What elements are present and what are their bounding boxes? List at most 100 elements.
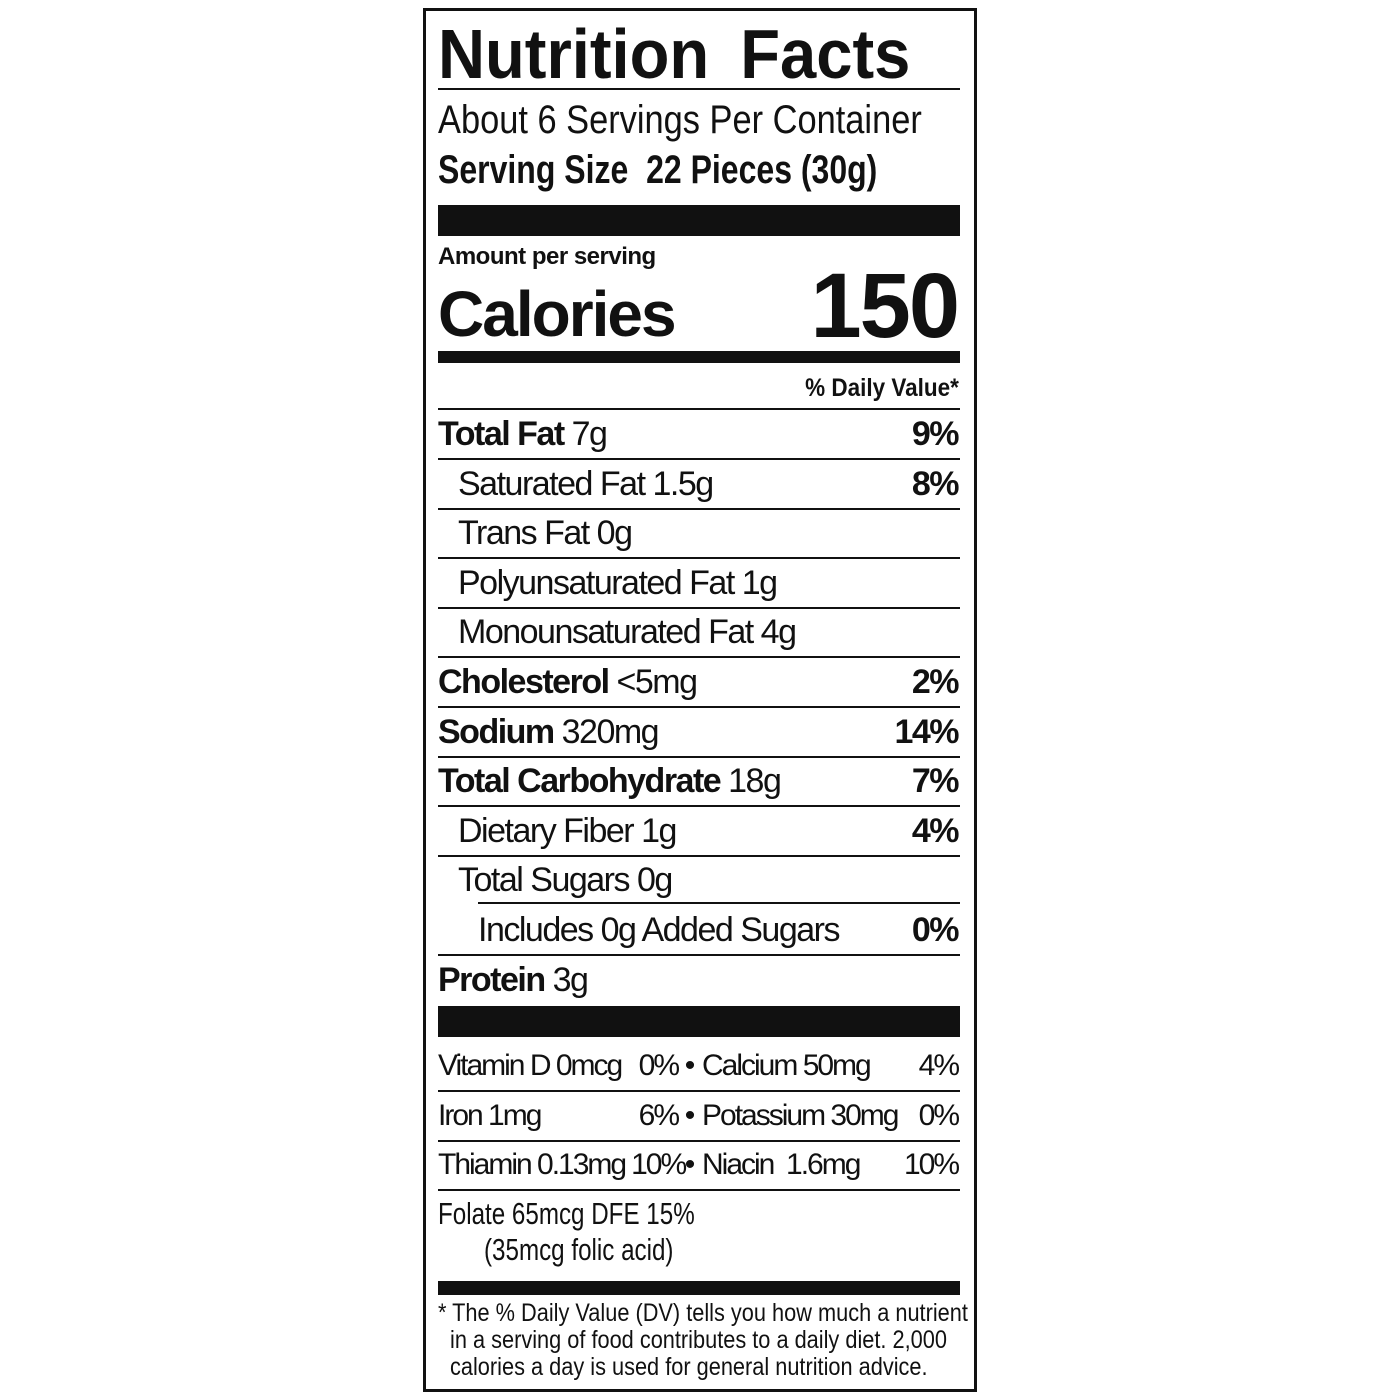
vitamin-left-cell: Vitamin D 0mcg 0% [438, 1042, 680, 1090]
nutrition-label-border [423, 8, 977, 1392]
nutrient-name: Protein [438, 960, 546, 999]
nutrient-label: Includes 0g Added Sugars [438, 906, 840, 954]
nutrient-name: Monounsaturated Fat [458, 613, 754, 652]
nutrient-amount: 7g [571, 415, 608, 453]
row-divider [478, 902, 960, 905]
nutrient-row: Total Sugars 0g [438, 856, 960, 905]
nutrient-amount: 320mg [561, 712, 660, 751]
vitamin-left-dv: 10% [631, 1148, 687, 1182]
serving-size-value: 22 Pieces (30g) [646, 148, 878, 192]
calories-row: Calories 150 [438, 258, 960, 354]
vitamin-left-cell: Iron 1mg 6% [438, 1092, 680, 1140]
vitamin-left: Thiamin 0.13mg [438, 1148, 627, 1182]
vitamin-right: Calcium 50mg [702, 1049, 872, 1082]
vitamin-right: Niacin 1.6mg [702, 1148, 861, 1182]
footnote: * The % Daily Value (DV) tells you how m… [438, 1300, 1047, 1381]
nutrient-dv: 8% [911, 464, 960, 503]
nutrient-amount: 18g [728, 762, 782, 801]
nutrient-name: Total Fat [438, 415, 565, 453]
vitamin-row: Iron 1mg 6% • Potassium 30mg 0% [438, 1092, 960, 1142]
nutrient-row: Cholesterol <5mg 2% [438, 658, 960, 708]
nutrient-amount: 0g [596, 514, 633, 553]
folate: Folate 65mcg DFE 15% (35mcg folic acid) [438, 1196, 767, 1268]
nutrient-dv: 4% [911, 811, 960, 850]
nutrient-name: Cholesterol [438, 663, 610, 701]
nutrient-name: Total Sugars [458, 861, 631, 900]
amount-per-serving: Amount per serving [438, 242, 656, 272]
medium-divider [438, 351, 960, 363]
nutrient-amount: 0g [636, 861, 673, 900]
nutrient-label: Polyunsaturated Fat 1g [438, 559, 778, 607]
nutrient-name: Dietary Fiber [458, 811, 635, 850]
footnote-line: * The % Daily Value (DV) tells you how m… [438, 1299, 968, 1327]
thick-divider-vitamins [438, 1006, 960, 1037]
nutrient-amount: 1g [641, 811, 677, 850]
vitamin-right-dv: 4% [918, 1049, 960, 1082]
nutrient-name: Includes 0g Added Sugars [478, 911, 840, 949]
vitamin-right-cell: Calcium 50mg 4% [702, 1042, 960, 1090]
nutrient-row: Protein 3g [438, 956, 960, 1004]
nutrient-amount: 1.5g [652, 464, 714, 503]
nutrient-dv: 7% [911, 762, 960, 801]
vitamin-right-cell: Potassium 30mg 0% [702, 1092, 960, 1140]
nutrient-label: Protein 3g [438, 956, 589, 1004]
nutrient-name: Saturated Fat [458, 464, 646, 503]
footnote-line: calories a day is used for general nutri… [450, 1353, 928, 1381]
nutrient-row: Polyunsaturated Fat 1g [438, 559, 960, 609]
nutrient-row: Total Fat 7g 9% [438, 410, 960, 460]
nutrient-label: Dietary Fiber 1g [438, 807, 677, 855]
thick-divider-footnote [438, 1281, 960, 1295]
nutrient-row: Monounsaturated Fat 4g [438, 608, 960, 659]
bullet-icon: • [684, 1098, 696, 1132]
nutrient-label: Sodium 320mg [438, 708, 660, 756]
nutrient-label: Monounsaturated Fat 4g [438, 608, 797, 656]
nutrient-row: Saturated Fat 1.5g 8% [438, 460, 960, 510]
nutrient-row: Includes 0g Added Sugars 0% [438, 906, 960, 956]
nutrient-dv: 2% [911, 663, 960, 701]
vitamin-row: Thiamin 0.13mg 10% • Niacin 1.6mg 10% [438, 1141, 960, 1192]
bullet-icon: • [684, 1049, 696, 1082]
label-title: Nutrition Facts [438, 14, 946, 94]
calories-value: 150 [810, 255, 960, 357]
vitamin-left: Iron 1mg [438, 1098, 542, 1132]
nutrient-amount: 4g [760, 613, 797, 652]
vitamin-row: Vitamin D 0mcg 0% • Calcium 50mg 4% [438, 1042, 960, 1092]
title-divider [438, 88, 960, 90]
nutrient-label: Total Fat 7g [438, 410, 608, 458]
nutrient-dv: 0% [911, 911, 960, 949]
vitamin-right-dv: 10% [903, 1148, 960, 1182]
bullet-icon: • [684, 1148, 696, 1182]
folate-line1: Folate 65mcg DFE 15% [438, 1196, 695, 1231]
nutrient-name: Total Carbohydrate [438, 762, 722, 801]
serving-size: Serving Size 22 Pieces (30g) [438, 146, 987, 194]
vitamin-left-dv: 0% [638, 1049, 680, 1082]
nutrient-dv: 9% [911, 415, 960, 453]
vitamin-left-cell: Thiamin 0.13mg 10% [438, 1141, 687, 1189]
nutrient-name: Trans Fat [458, 514, 590, 553]
nutrient-row: Sodium 320mg 14% [438, 708, 960, 758]
servings-per-container: About 6 Servings Per Container [438, 96, 1001, 144]
vitamin-left-dv: 6% [638, 1098, 680, 1132]
nutrient-label: Total Carbohydrate 18g [438, 757, 782, 805]
nutrient-name: Polyunsaturated Fat [458, 563, 735, 602]
servings-text: About 6 Servings Per Container [438, 98, 922, 142]
amount-per-serving-text: Amount per serving [438, 243, 656, 270]
nutrient-label: Saturated Fat 1.5g [438, 460, 714, 508]
title-text: Nutrition Facts [438, 15, 911, 93]
folate-line2: (35mcg folic acid) [484, 1232, 674, 1267]
nutrient-amount: 1g [741, 563, 778, 602]
nutrient-dv: 14% [894, 712, 959, 751]
footnote-line: in a serving of food contributes to a da… [450, 1326, 947, 1354]
dv-divider [438, 408, 960, 410]
nutrient-label: Cholesterol <5mg [438, 658, 698, 706]
vitamin-right: Potassium 30mg [702, 1098, 899, 1132]
daily-value-header-text: % Daily Value* [805, 374, 959, 402]
thick-divider [438, 205, 960, 236]
nutrient-label: Trans Fat 0g [438, 509, 633, 557]
vitamin-right-dv: 0% [918, 1098, 960, 1132]
nutrient-row: Trans Fat 0g [438, 509, 960, 560]
nutrient-label: Total Sugars 0g [438, 856, 673, 904]
calories-label: Calories [438, 278, 677, 350]
vitamin-right-cell: Niacin 1.6mg 10% [702, 1141, 960, 1189]
nutrient-row: Dietary Fiber 1g 4% [438, 807, 960, 857]
